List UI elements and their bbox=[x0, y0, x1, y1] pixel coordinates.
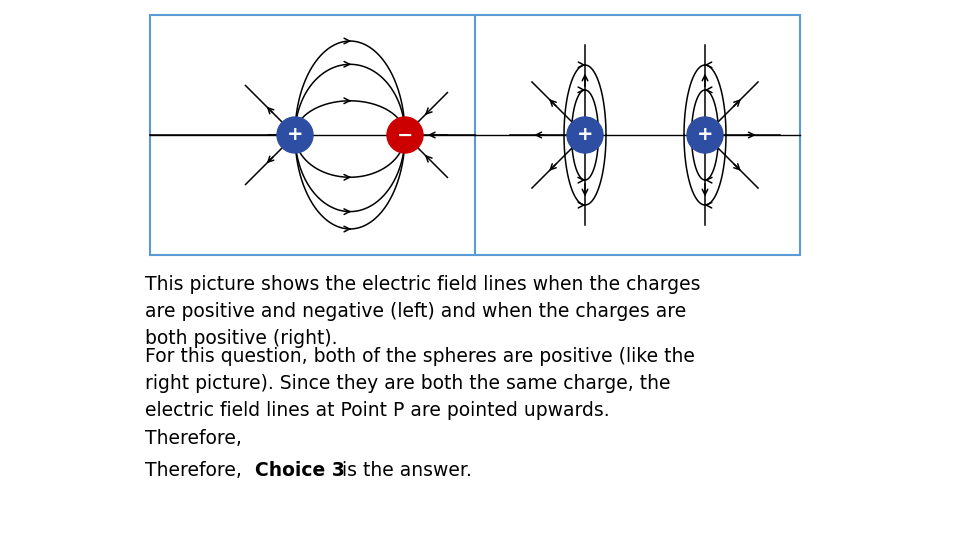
FancyBboxPatch shape bbox=[150, 15, 800, 255]
Text: is the answer.: is the answer. bbox=[336, 461, 471, 481]
Text: −: − bbox=[396, 125, 413, 145]
Circle shape bbox=[567, 117, 603, 153]
Text: +: + bbox=[697, 125, 713, 145]
Text: +: + bbox=[287, 125, 303, 145]
Text: Therefore,: Therefore, bbox=[145, 461, 248, 481]
Circle shape bbox=[387, 117, 423, 153]
Text: Choice 3: Choice 3 bbox=[255, 461, 346, 481]
Text: +: + bbox=[577, 125, 593, 145]
Text: This picture shows the electric field lines when the charges
are positive and ne: This picture shows the electric field li… bbox=[145, 275, 701, 348]
Circle shape bbox=[277, 117, 313, 153]
Circle shape bbox=[687, 117, 723, 153]
Text: For this question, both of the spheres are positive (like the
right picture). Si: For this question, both of the spheres a… bbox=[145, 347, 695, 448]
